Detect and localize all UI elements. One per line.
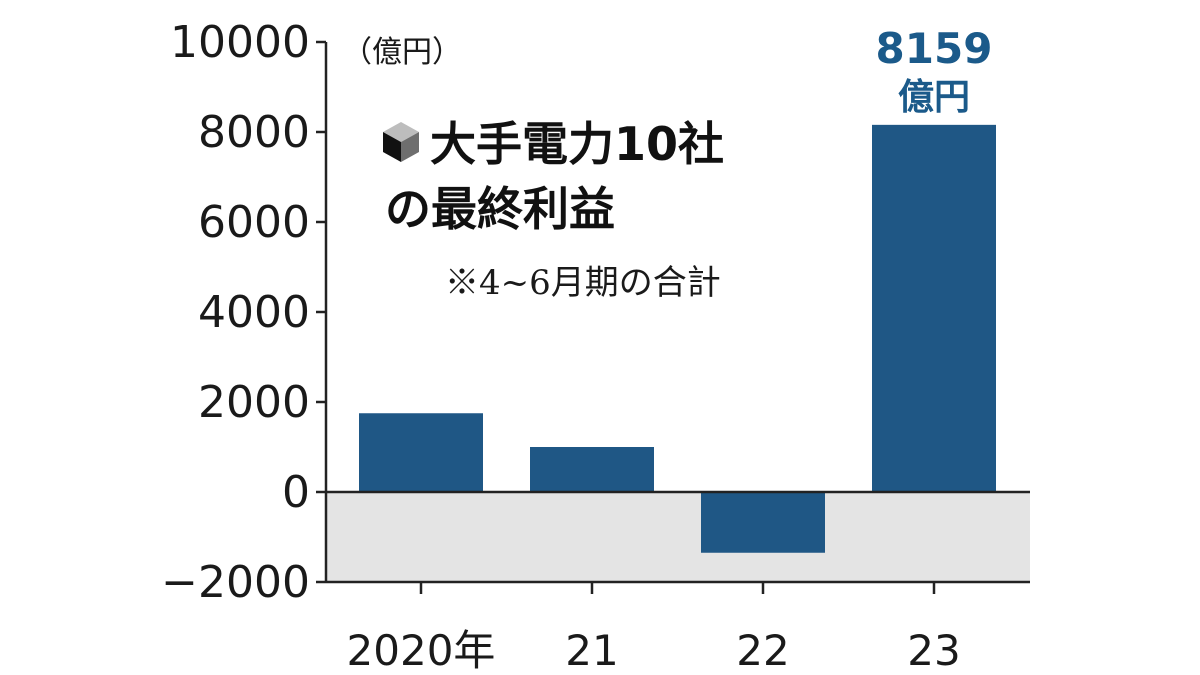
x-axis-category-labels: 2020年 21 22 23 [347,626,961,675]
chart-title: 大手電力10社 [430,117,724,171]
negative-region-background [326,492,1030,582]
y-tick-label: 2000 [198,377,310,428]
chart-subtitle: の最終利益 [385,182,615,236]
x-axis-tick-marks [419,582,936,594]
y-tick-label: 4000 [198,287,310,338]
y-tick-label: 10000 [170,17,310,68]
bar [701,492,825,553]
bar [872,124,996,492]
y-axis-tick-marks [316,40,326,584]
y-tick-label: 0 [282,467,310,518]
x-category-label: 22 [736,626,789,675]
value-callout-unit: 億円 [898,77,970,118]
x-category-label: 2020年 [347,626,496,675]
bar [359,413,483,492]
y-axis-tick-labels: 10000 8000 6000 4000 2000 0 −2000 [161,17,310,608]
y-tick-label: −2000 [161,557,310,608]
y-axis-unit-label: （億円） [342,35,462,70]
y-tick-label: 6000 [198,197,310,248]
bars [359,124,996,553]
chart-note: ※4~6月期の合計 [445,263,721,303]
cube-icon [383,122,419,162]
value-callout: 8159 [876,24,993,73]
x-category-label: 23 [907,626,960,675]
x-category-label: 21 [565,626,618,675]
y-tick-label: 8000 [198,107,310,158]
bar [530,447,654,492]
